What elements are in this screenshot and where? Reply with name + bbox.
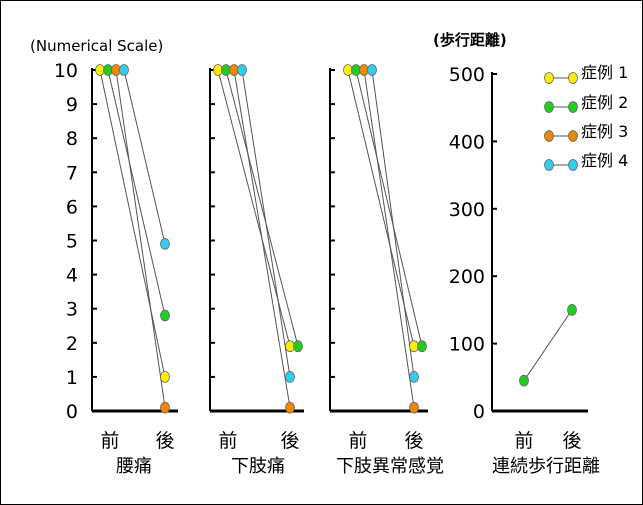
data-point [237, 64, 247, 76]
y-tick-label: 7 [66, 162, 78, 184]
data-point [160, 370, 170, 383]
y-tick-label: 400 [449, 131, 485, 153]
x-tick-label-pre: 前 [218, 430, 237, 452]
x-tick-label-pre: 前 [100, 430, 119, 452]
data-point [160, 309, 170, 322]
x-tick-label-post: 後 [562, 430, 581, 452]
y-tick-label: 300 [449, 199, 485, 221]
series-line [225, 69, 299, 347]
legend: 症例 1 症例 2 症例 3 症例 4 [544, 63, 628, 171]
y-tick-label: 0 [473, 401, 485, 423]
series-line [523, 309, 573, 381]
data-point [160, 401, 170, 414]
x-tick-label-post: 後 [280, 430, 299, 452]
x-axis-label: 腰痛 [116, 456, 152, 477]
y-tick-label: 4 [66, 265, 78, 287]
data-point [417, 340, 427, 353]
legend-marker [544, 101, 554, 113]
data-point [519, 374, 529, 387]
legend-marker [544, 159, 554, 171]
scale-note: (Numerical Scale) [30, 37, 163, 55]
data-point [409, 401, 419, 414]
x-tick-label-pre: 前 [348, 430, 367, 452]
legend-label: 症例 1 [581, 63, 628, 82]
series-line [241, 69, 291, 377]
series-line [371, 69, 415, 377]
legend-label: 症例 2 [581, 93, 628, 112]
x-tick-label-post: 後 [155, 430, 174, 452]
data-point [409, 370, 419, 383]
series-line [115, 69, 166, 408]
legend-marker [544, 130, 554, 142]
y-tick-label: 0 [66, 401, 78, 423]
series-line [123, 69, 166, 245]
legend-marker [568, 101, 578, 113]
walk-title: (歩行距離) [433, 31, 507, 49]
series-line [99, 69, 166, 378]
data-point [293, 340, 303, 353]
data-point [567, 303, 577, 316]
y-tick-label: 9 [66, 94, 78, 116]
y-tick-label: 8 [66, 128, 78, 150]
x-axis-label: 下肢異常感覚 [336, 456, 444, 477]
x-tick-label-pre: 前 [514, 430, 533, 452]
legend-marker [568, 72, 578, 84]
series-line [107, 69, 166, 316]
y-tick-label: 10 [54, 60, 78, 82]
data-point [160, 238, 170, 250]
y-tick-label: 100 [449, 334, 485, 356]
data-point [285, 370, 295, 383]
series-line [355, 69, 423, 347]
legend-marker [568, 159, 578, 171]
series-line [363, 69, 415, 408]
x-axis-label: 下肢痛 [231, 456, 285, 477]
legend-label: 症例 4 [581, 151, 628, 170]
x-tick-label-post: 後 [404, 430, 423, 452]
legend-marker [544, 72, 554, 84]
legend-label: 症例 3 [581, 122, 628, 141]
series-line [233, 69, 291, 408]
y-tick-label: 3 [66, 299, 78, 321]
legend-marker [568, 130, 578, 142]
data-point [367, 64, 377, 76]
y-tick-label: 500 [449, 64, 485, 86]
data-point [285, 401, 295, 414]
x-axis-label: 連続歩行距離 [492, 456, 600, 477]
y-tick-label: 6 [66, 196, 78, 218]
y-tick-label: 1 [66, 367, 78, 389]
y-tick-label: 5 [66, 231, 78, 253]
y-tick-label: 200 [449, 266, 485, 288]
data-point [119, 64, 129, 76]
y-tick-label: 2 [66, 333, 78, 355]
